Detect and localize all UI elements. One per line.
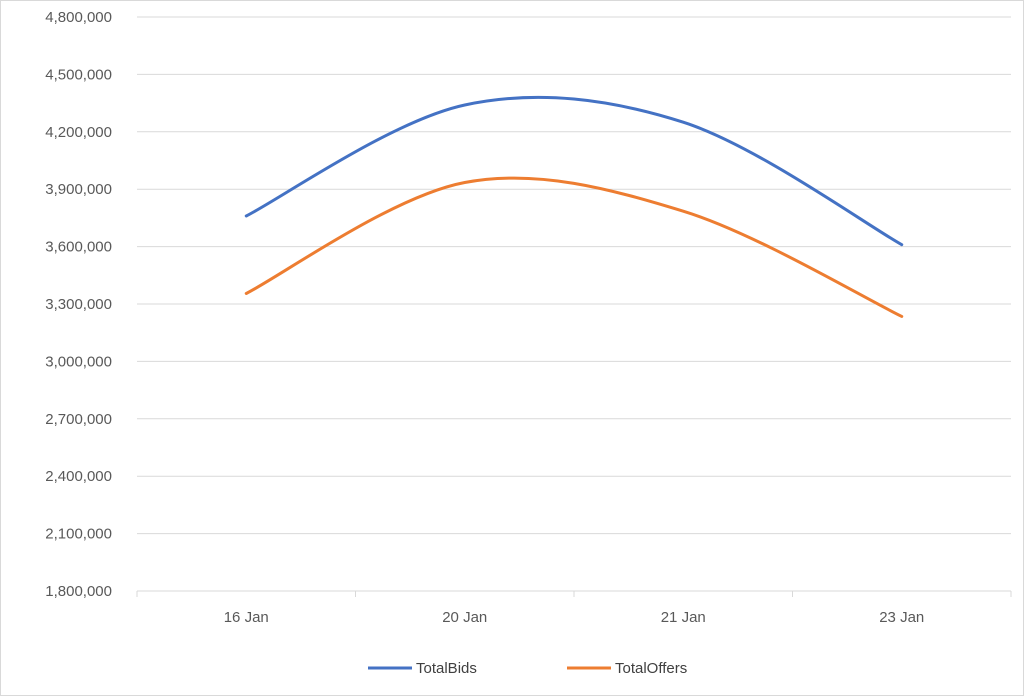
legend: TotalBids TotalOffers [368, 660, 687, 677]
series-line-totalbids [244, 95, 904, 247]
y-tick-label: 3,000,000 [45, 353, 112, 370]
y-tick-label: 2,700,000 [45, 411, 112, 428]
y-tick-label: 3,600,000 [45, 239, 112, 256]
y-tick-label: 2,400,000 [45, 468, 112, 485]
x-tick-label: 21 Jan [661, 609, 706, 626]
y-tick-label: 3,900,000 [45, 181, 112, 198]
y-tick-label: 4,500,000 [45, 66, 112, 83]
y-tick-label: 2,100,000 [45, 526, 112, 543]
legend-item-totalbids: TotalBids [368, 660, 477, 677]
x-axis [136, 590, 1012, 597]
series-line-totaloffers [244, 176, 904, 318]
gridlines [137, 16, 1011, 535]
legend-item-totaloffers: TotalOffers [567, 660, 687, 677]
y-tick-label: 1,800,000 [45, 583, 112, 600]
y-axis-tick-labels: 1,800,000 2,100,000 2,400,000 2,700,000 3,00… [45, 9, 112, 600]
y-tick-label: 4,200,000 [45, 124, 112, 141]
x-tick-label: 23 Jan [879, 609, 924, 626]
legend-label: TotalBids [416, 660, 477, 677]
legend-label: TotalOffers [615, 660, 687, 677]
x-tick-label: 16 Jan [224, 609, 269, 626]
series-lines [244, 95, 904, 318]
x-tick-label: 20 Jan [442, 609, 487, 626]
y-tick-label: 3,300,000 [45, 296, 112, 313]
x-axis-tick-labels: 16 Jan 20 Jan 21 Jan 23 Jan [224, 609, 925, 626]
y-tick-label: 4,800,000 [45, 9, 112, 26]
